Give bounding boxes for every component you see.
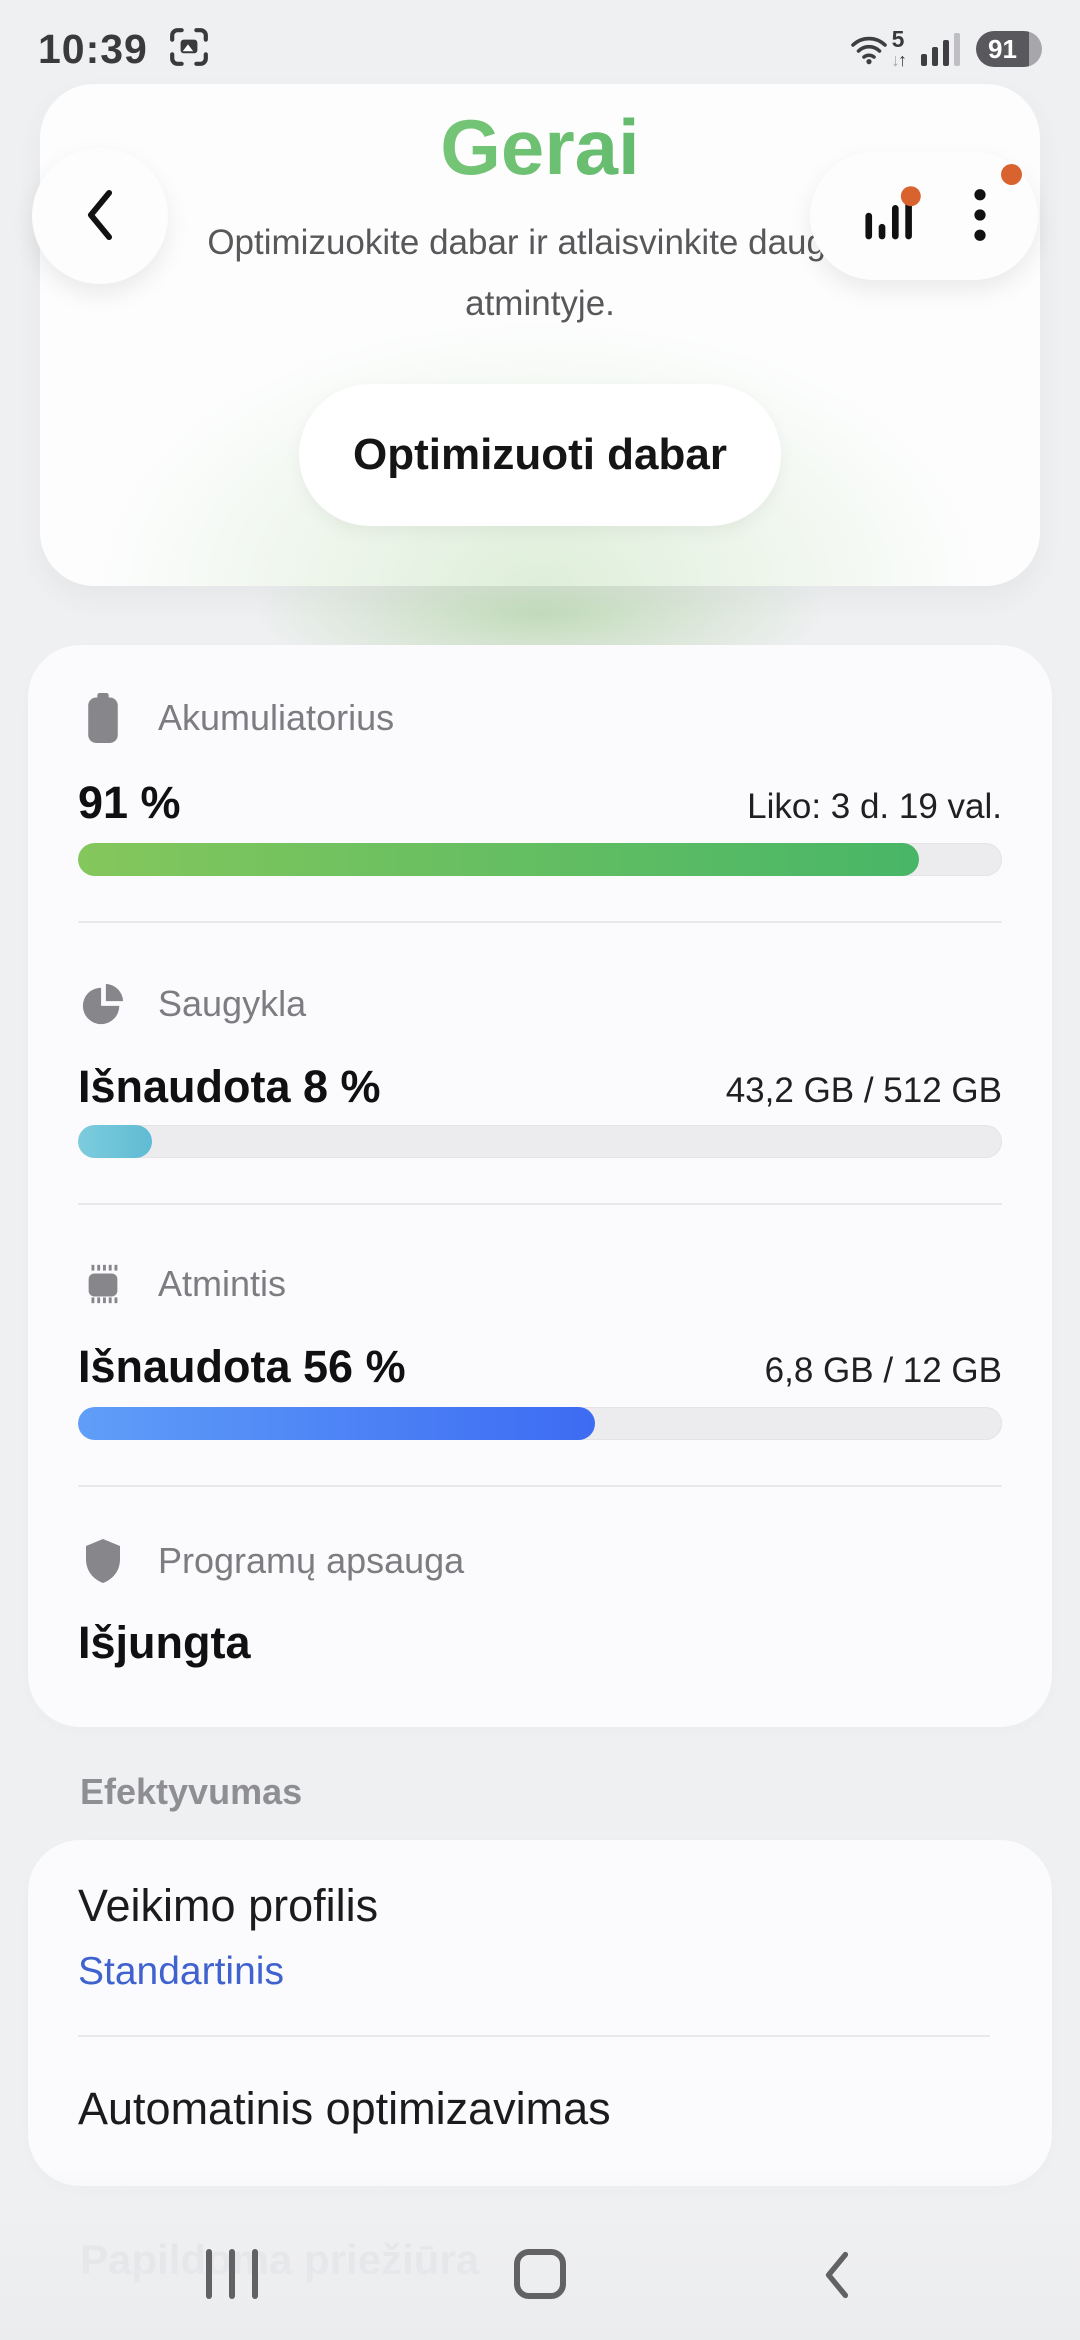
download-arrow-icon: ↓ xyxy=(891,50,900,70)
memory-chip-icon xyxy=(78,1261,128,1307)
app-protection-section[interactable]: Programų apsauga xyxy=(78,1537,1002,1585)
storage-progressbar xyxy=(78,1125,1002,1158)
more-options-button[interactable] xyxy=(973,188,987,245)
battery-section[interactable]: Akumuliatorius xyxy=(78,693,1002,743)
nav-back-chevron-icon xyxy=(822,2251,852,2302)
score-title: Gerai xyxy=(40,102,1040,193)
divider xyxy=(78,1485,1002,1487)
battery-stats: 91 % Liko: 3 d. 19 val. xyxy=(78,777,1002,829)
status-bar-right: 5 ↓↑ 91 xyxy=(849,28,1042,70)
status-battery-percent: 91 xyxy=(976,31,1029,67)
score-subtitle-line1: Optimizuokite dabar ir atlaisvinkite dau… xyxy=(207,223,873,262)
recents-button[interactable] xyxy=(206,2249,258,2299)
auto-optimization-item[interactable]: Automatinis optimizavimas xyxy=(28,2037,1052,2186)
score-subtitle-line2: atmintyje. xyxy=(465,284,615,323)
battery-progress-fill xyxy=(78,843,919,876)
storage-usage: Išnaudota 8 % xyxy=(78,1061,381,1112)
header-actions-pill xyxy=(810,152,1038,280)
battery-label: Akumuliatorius xyxy=(158,697,395,738)
memory-progressbar xyxy=(78,1407,1002,1440)
memory-progress-fill xyxy=(78,1407,596,1440)
performance-profile-item[interactable]: Veikimo profilis Standartinis xyxy=(28,1840,1052,2034)
usage-history-button[interactable] xyxy=(861,185,923,247)
score-card: Gerai Optimizuokite dabar ir atlaisvinki… xyxy=(40,84,1040,586)
memory-detail: 6,8 GB / 12 GB xyxy=(764,1351,1002,1390)
memory-stats: Išnaudota 56 % 6,8 GB / 12 GB xyxy=(78,1341,1002,1393)
status-battery-tip xyxy=(1029,31,1042,67)
memory-label: Atmintis xyxy=(158,1263,287,1304)
memory-usage: Išnaudota 56 % xyxy=(78,1341,406,1392)
divider xyxy=(78,1203,1002,1205)
wifi-icon: 5 ↓↑ xyxy=(849,26,907,70)
storage-label: Saugykla xyxy=(158,983,307,1024)
app-protection-label: Programų apsauga xyxy=(158,1540,465,1581)
status-bar: 10:39 xyxy=(0,16,1080,82)
back-button[interactable] xyxy=(32,148,168,284)
score-subtitle: Optimizuokite dabar ir atlaisvinkite dau… xyxy=(40,212,1040,334)
performance-profile-value: Standartinis xyxy=(78,1950,284,1993)
notification-dot xyxy=(1001,164,1022,185)
screen-capture-icon xyxy=(168,26,210,73)
storage-section[interactable]: Saugykla xyxy=(78,981,1002,1027)
storage-progress-fill xyxy=(78,1125,152,1158)
battery-usage: 91 % xyxy=(78,777,181,828)
memory-section[interactable]: Atmintis xyxy=(78,1261,1002,1307)
optimize-now-button[interactable]: Optimizuoti dabar xyxy=(299,384,781,526)
auto-optimization-label: Automatinis optimizavimas xyxy=(78,2083,611,2134)
recents-icon xyxy=(206,2249,212,2299)
divider xyxy=(78,921,1002,923)
divider xyxy=(78,2035,990,2037)
nav-back-button[interactable] xyxy=(822,2251,852,2302)
storage-stats: Išnaudota 8 % 43,2 GB / 512 GB xyxy=(78,1061,1002,1113)
battery-progressbar xyxy=(78,843,1002,876)
upload-arrow-icon: ↑ xyxy=(898,50,907,70)
status-bar-left: 10:39 xyxy=(38,26,210,73)
performance-card: Veikimo profilis Standartinis Automatini… xyxy=(28,1840,1052,2186)
signal-strength-icon xyxy=(921,32,960,66)
home-icon xyxy=(514,2249,566,2299)
app-protection-status: Išjungta xyxy=(78,1617,251,1668)
shield-icon xyxy=(78,1537,128,1585)
storage-pie-icon xyxy=(78,981,128,1027)
performance-profile-label: Veikimo profilis xyxy=(78,1880,379,1931)
bar-chart-icon xyxy=(861,185,923,247)
battery-time-left: Liko: 3 d. 19 val. xyxy=(747,787,1002,826)
storage-detail: 43,2 GB / 512 GB xyxy=(725,1071,1002,1110)
battery-icon xyxy=(78,693,128,743)
status-battery-indicator: 91 xyxy=(976,31,1042,67)
network-badge: 5 ↓↑ xyxy=(891,26,907,70)
kebab-menu-icon xyxy=(973,188,987,245)
metrics-card: Akumuliatorius 91 % Liko: 3 d. 19 val. S… xyxy=(28,645,1052,1727)
home-button[interactable] xyxy=(514,2249,566,2299)
performance-section-title: Efektyvumas xyxy=(80,1771,303,1812)
clock: 10:39 xyxy=(38,25,148,72)
chevron-left-icon xyxy=(82,189,118,244)
